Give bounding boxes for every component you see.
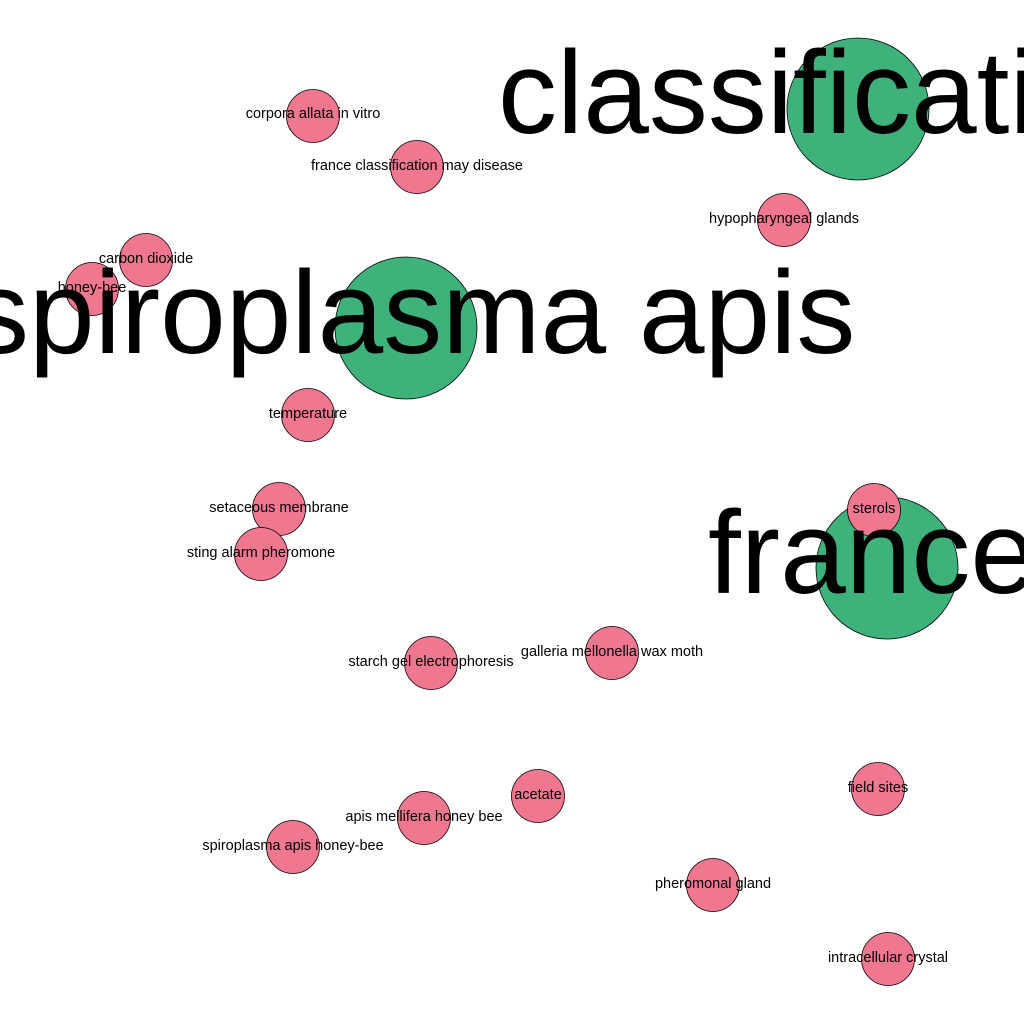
minor-node-label-field-sites: field sites	[848, 780, 908, 796]
minor-node-label-acetate: acetate	[514, 787, 562, 803]
minor-node-sting-alarm-pheromone	[234, 527, 288, 581]
minor-node-carbon-dioxide	[119, 233, 173, 287]
minor-node-label-temperature: temperature	[269, 406, 347, 422]
minor-node-starch-gel-electrophoresis	[404, 636, 458, 690]
minor-node-apis-mellifera-honey-bee	[397, 791, 451, 845]
minor-node-label-galleria-mellonella-wax-moth: galleria mellonella wax moth	[521, 644, 703, 660]
minor-node-galleria-mellonella-wax-moth	[585, 626, 639, 680]
minor-node-honey-bee	[65, 262, 119, 316]
minor-node-label-apis-mellifera-honey-bee: apis mellifera honey bee	[345, 809, 502, 825]
minor-node-label-carbon-dioxide: carbon dioxide	[99, 251, 193, 267]
major-node-label-classification: classification	[498, 27, 1024, 159]
node-circles	[65, 37, 959, 986]
minor-node-pheromonal-gland	[686, 858, 740, 912]
minor-node-label-sting-alarm-pheromone: sting alarm pheromone	[187, 545, 335, 561]
minor-node-label-france-classification-may-disease: france classification may disease	[311, 158, 523, 174]
major-node-label-spiroplasma-apis: spiroplasma apis	[0, 247, 855, 379]
minor-node-france-classification-may-disease	[390, 140, 444, 194]
minor-node-label-hypopharyngeal-glands: hypopharyngeal glands	[709, 211, 859, 227]
minor-node-spiroplasma-apis-honey-bee	[266, 820, 320, 874]
minor-node-label-setaceous-membrane: setaceous membrane	[209, 500, 348, 516]
minor-node-field-sites	[851, 762, 905, 816]
major-node-label-france: france	[708, 487, 1024, 619]
minor-node-temperature	[281, 388, 335, 442]
major-node-spiroplasma-apis	[334, 256, 478, 400]
minor-node-label-starch-gel-electrophoresis: starch gel electrophoresis	[348, 654, 513, 670]
node-labels: corpora allata in vitro france classifica…	[0, 27, 1024, 966]
minor-node-label-pheromonal-gland: pheromonal gland	[655, 876, 771, 892]
minor-node-label-sterols: sterols	[853, 501, 896, 517]
minor-node-intracellular-crystal	[861, 932, 915, 986]
minor-node-hypopharyngeal-glands	[757, 193, 811, 247]
minor-node-label-honey-bee: honey-bee	[58, 280, 127, 296]
major-node-classification	[786, 37, 930, 181]
minor-node-acetate	[511, 769, 565, 823]
minor-node-label-spiroplasma-apis-honey-bee: spiroplasma apis honey-bee	[202, 838, 383, 854]
minor-node-label-corpora-allata-in-vitro: corpora allata in vitro	[246, 106, 381, 122]
minor-node-corpora-allata-in-vitro	[286, 89, 340, 143]
minor-node-label-intracellular-crystal: intracellular crystal	[828, 950, 948, 966]
minor-node-sterols	[847, 483, 901, 537]
